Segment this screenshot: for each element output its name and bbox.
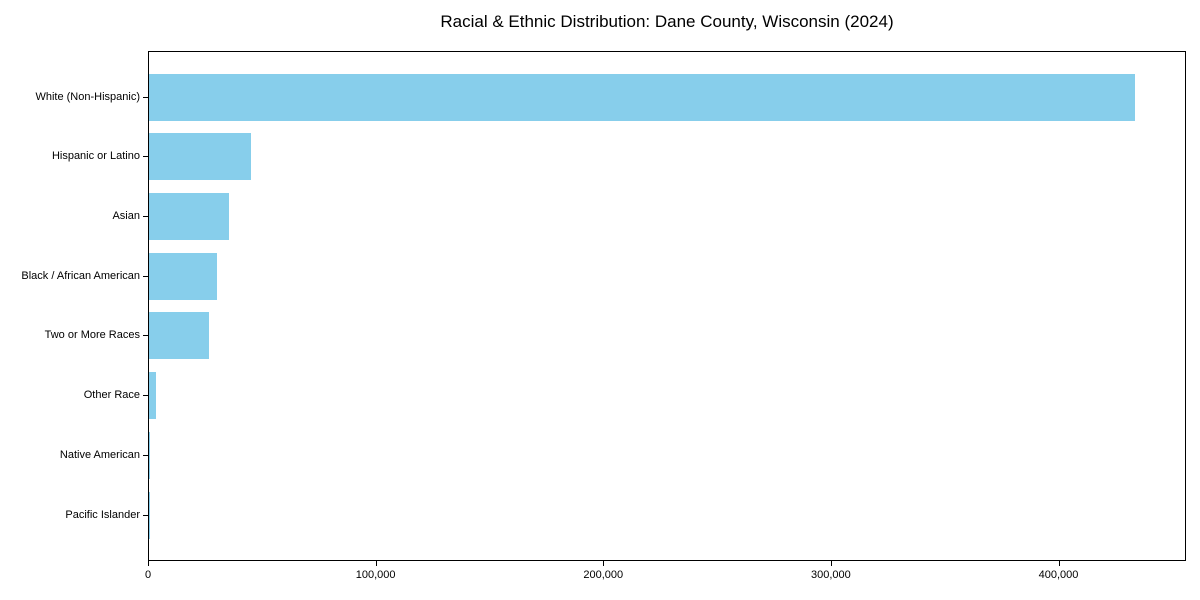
- y-tick-mark: [143, 96, 148, 98]
- x-tick-label: 400,000: [1038, 569, 1079, 581]
- x-tick-label: 0: [144, 569, 152, 581]
- x-tick-label: 200,000: [583, 569, 624, 581]
- y-tick-mark: [143, 514, 148, 516]
- bar: [149, 192, 229, 240]
- y-tick-mark: [143, 335, 148, 337]
- category-label: Native American: [59, 448, 140, 461]
- bar: [149, 372, 156, 420]
- x-tick-mark: [603, 561, 605, 566]
- bar: [149, 431, 151, 479]
- y-tick-mark: [143, 215, 148, 217]
- y-tick-mark: [143, 395, 148, 397]
- category-label: Two or More Races: [44, 329, 140, 342]
- x-tick-label: 300,000: [811, 569, 851, 581]
- bar: [149, 73, 1136, 121]
- bar: [149, 252, 218, 300]
- category-label: Pacific Islander: [65, 508, 140, 521]
- x-tick-mark: [375, 561, 377, 566]
- category-label: White (Non-Hispanic): [35, 90, 140, 103]
- category-label: Black / African American: [21, 269, 140, 282]
- y-tick-mark: [143, 454, 148, 456]
- x-tick-mark: [148, 561, 149, 566]
- x-tick-mark: [1058, 561, 1060, 566]
- plot-area: [148, 51, 1186, 561]
- x-tick-label: 100,000: [355, 569, 396, 581]
- category-label: Other Race: [83, 389, 140, 402]
- chart-title: Racial & Ethnic Distribution: Dane Count…: [440, 12, 894, 31]
- y-tick-mark: [143, 275, 148, 277]
- category-label: Asian: [112, 209, 140, 222]
- category-label: Hispanic or Latino: [51, 150, 140, 163]
- bar: [149, 312, 210, 360]
- y-tick-mark: [143, 156, 148, 158]
- x-tick-mark: [830, 561, 832, 566]
- bar: [149, 133, 252, 181]
